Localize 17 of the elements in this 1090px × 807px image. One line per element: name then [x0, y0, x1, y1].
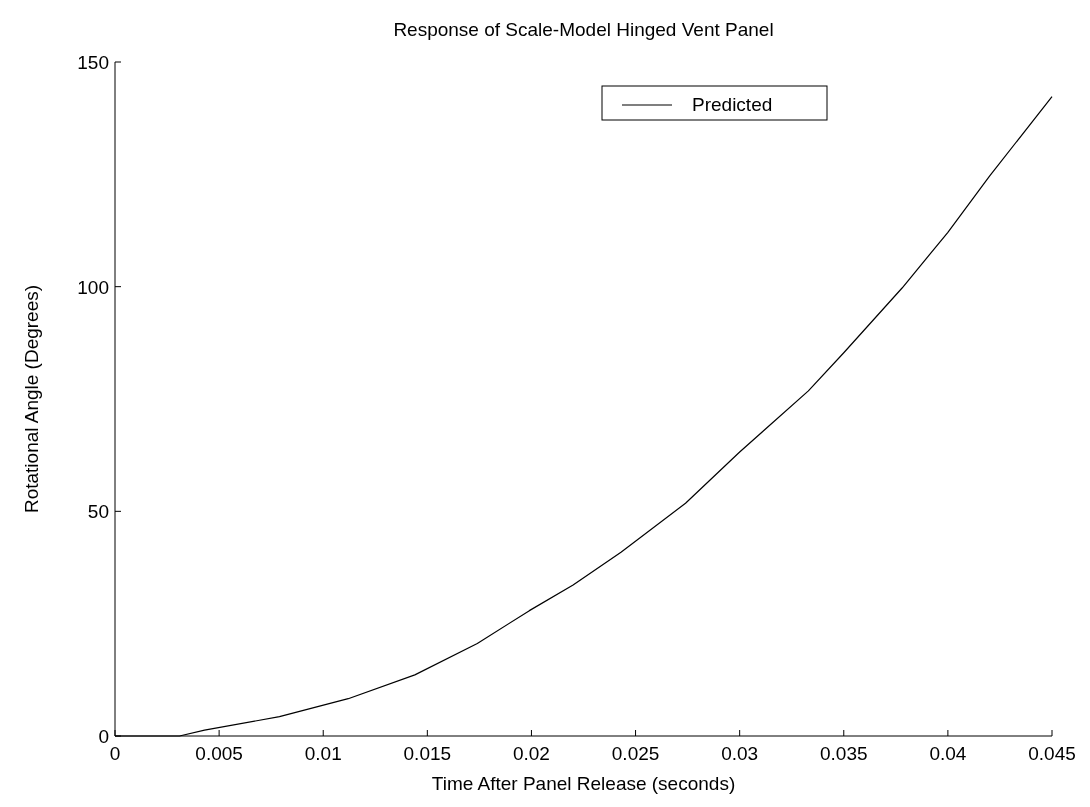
x-tick-label: 0.02	[512, 743, 550, 764]
x-tick-label: 0.03	[721, 743, 759, 764]
y-tick-label: 0	[98, 726, 109, 747]
y-tick-label: 150	[77, 52, 109, 73]
x-tick-label: 0.005	[195, 743, 243, 764]
x-tick-label: 0.04	[929, 743, 967, 764]
x-axis-title: Time After Panel Release (seconds)	[431, 773, 736, 794]
y-tick-label: 50	[87, 501, 109, 523]
chart-title: Response of Scale-Model Hinged Vent Panel	[393, 19, 774, 40]
y-axis-title: Rotational Angle (Degrees)	[21, 284, 42, 514]
x-tick-label: 0.015	[403, 743, 452, 764]
legend-label: Predicted	[692, 94, 773, 115]
x-tick-label: 0.01	[304, 743, 342, 764]
y-tick-label: 100	[77, 276, 109, 298]
x-tick-label: 0.045	[1028, 743, 1076, 764]
x-tick-label: 0.025	[611, 743, 660, 764]
x-tick-label: 0.035	[820, 743, 868, 764]
